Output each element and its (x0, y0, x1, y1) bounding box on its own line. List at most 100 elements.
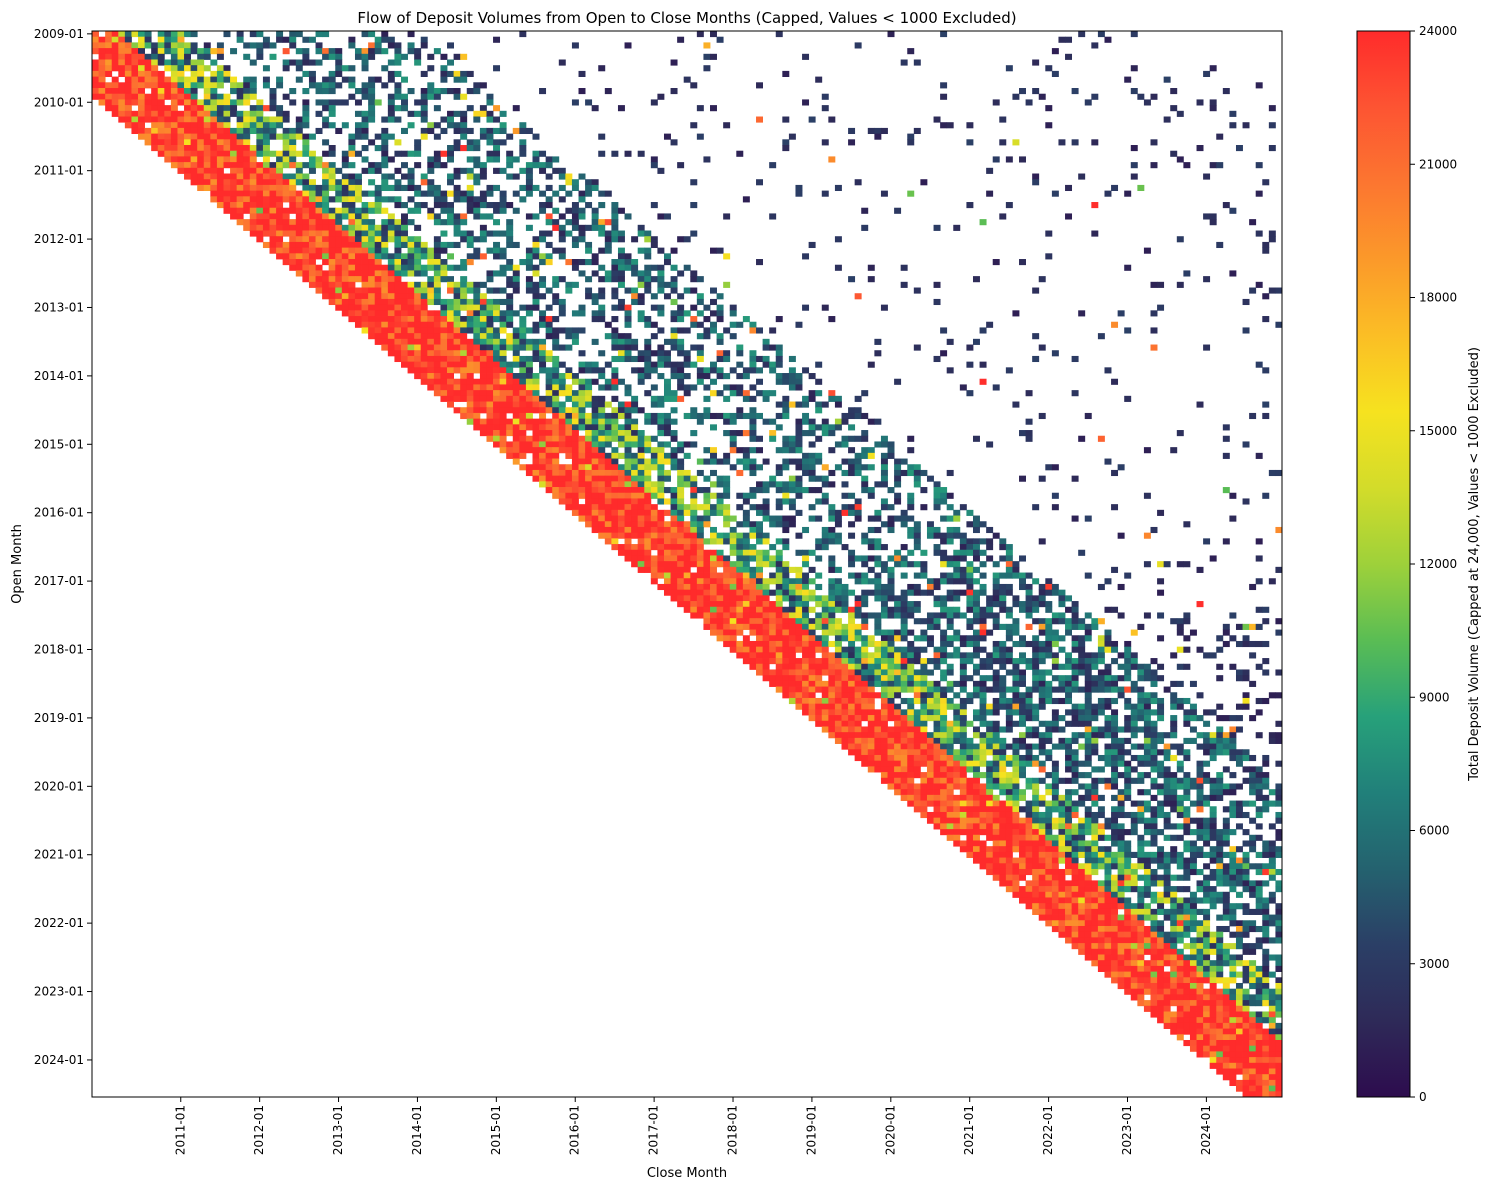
heatmap-cell (677, 373, 685, 380)
heatmap-cell (953, 532, 961, 539)
heatmap-cell (1209, 555, 1217, 562)
heatmap-cell (808, 464, 816, 471)
heatmap-cell (749, 595, 757, 602)
heatmap-cell (894, 464, 902, 471)
heatmap-cell (1019, 156, 1026, 163)
heatmap-cell (341, 184, 349, 192)
heatmap-cell (795, 640, 803, 648)
heatmap-cell (466, 184, 474, 192)
heatmap-cell (322, 219, 330, 226)
heatmap-cell (552, 458, 560, 465)
heatmap-cell (690, 384, 698, 391)
heatmap-cell (203, 48, 211, 55)
heatmap-cell (696, 526, 704, 534)
heatmap-cell (907, 675, 915, 682)
heatmap-cell (460, 304, 468, 311)
heatmap-cell (289, 264, 297, 271)
heatmap-cell (598, 150, 606, 157)
heatmap-cell (749, 321, 757, 328)
heatmap-cell (453, 367, 461, 374)
heatmap-cell (782, 675, 790, 682)
heatmap-cell (341, 310, 349, 317)
heatmap-cell (420, 173, 428, 180)
heatmap-cell (414, 207, 422, 214)
heatmap-cell (433, 361, 441, 368)
heatmap-cell (479, 253, 487, 260)
heatmap-cell (453, 355, 461, 363)
heatmap-cell (506, 361, 514, 368)
heatmap-cell (1032, 179, 1040, 186)
heatmap-cell (670, 521, 678, 528)
heatmap-cell (815, 76, 823, 83)
heatmap-cell (696, 566, 704, 573)
heatmap-cell (322, 76, 330, 83)
heatmap-cell (604, 190, 612, 197)
heatmap-cell (591, 207, 599, 214)
heatmap-cell (276, 167, 284, 174)
heatmap-cell (210, 133, 218, 140)
heatmap-cell (170, 93, 178, 100)
heatmap-cell (762, 675, 770, 682)
heatmap-cell (420, 281, 428, 288)
heatmap-cell (236, 110, 244, 117)
heatmap-cell (335, 99, 343, 106)
heatmap-cell (953, 555, 961, 562)
heatmap-cell (230, 88, 238, 95)
heatmap-cell (591, 526, 599, 534)
heatmap-cell (1065, 213, 1073, 220)
heatmap-cell (295, 173, 303, 180)
heatmap-cell (499, 390, 507, 397)
heatmap-cell (644, 236, 652, 243)
heatmap-cell (742, 589, 750, 596)
heatmap-cell (433, 213, 441, 220)
heatmap-cell (723, 373, 731, 380)
heatmap-cell (1117, 612, 1125, 619)
heatmap-cell (571, 430, 579, 437)
heatmap-cell (828, 601, 836, 608)
heatmap-cell (302, 264, 310, 271)
heatmap-cell (118, 82, 126, 89)
heatmap-cell (512, 430, 520, 437)
heatmap-cell (834, 583, 842, 591)
heatmap-cell (841, 418, 849, 425)
heatmap-cell (1032, 578, 1040, 585)
heatmap-cell (788, 675, 796, 682)
heatmap-cell (591, 481, 599, 488)
heatmap-cell (486, 156, 494, 163)
heatmap-cell (900, 623, 908, 630)
heatmap-cell (795, 373, 803, 380)
heatmap-cell (420, 321, 428, 328)
heatmap-cell (256, 139, 264, 146)
heatmap-cell (545, 184, 553, 192)
heatmap-cell (335, 264, 343, 271)
heatmap-cell (302, 196, 310, 203)
heatmap-cell (848, 435, 856, 442)
heatmap-cell (1209, 99, 1217, 106)
heatmap-cell (1019, 652, 1026, 659)
heatmap-cell (1025, 430, 1033, 437)
heatmap-cell (368, 105, 376, 112)
heatmap-cell (539, 458, 547, 465)
heatmap-cell (756, 538, 763, 545)
heatmap-cell (677, 378, 685, 385)
heatmap-cell (716, 618, 724, 625)
heatmap-cell (756, 658, 763, 665)
heatmap-cell (808, 578, 816, 585)
heatmap-cell (1203, 276, 1211, 283)
heatmap-cell (558, 236, 566, 243)
heatmap-cell (650, 492, 658, 499)
heatmap-cell (479, 105, 487, 112)
heatmap-cell (631, 293, 639, 300)
heatmap-cell (545, 213, 553, 220)
heatmap-cell (328, 270, 336, 277)
heatmap-cell (532, 293, 540, 300)
heatmap-cell (828, 578, 836, 585)
heatmap-cell (328, 247, 336, 254)
heatmap-cell (1124, 646, 1132, 653)
heatmap-cell (710, 555, 717, 562)
heatmap-cell (677, 583, 685, 591)
heatmap-cell (105, 70, 113, 77)
heatmap-cell (499, 412, 507, 420)
heatmap-cell (361, 167, 369, 174)
heatmap-cell (447, 241, 454, 249)
